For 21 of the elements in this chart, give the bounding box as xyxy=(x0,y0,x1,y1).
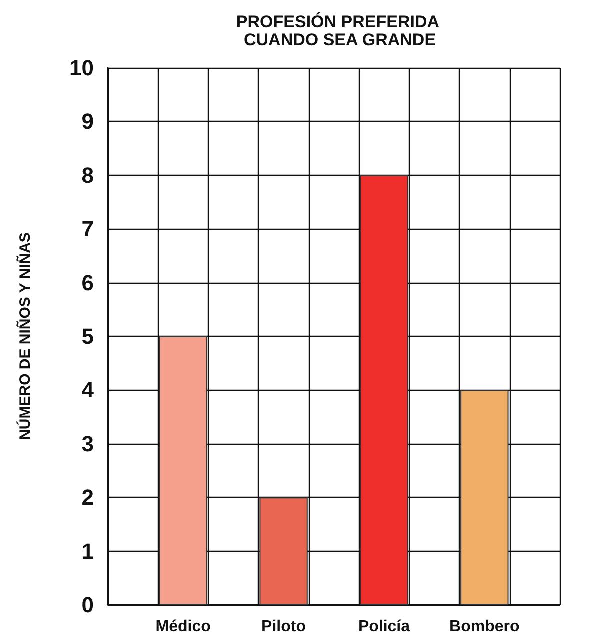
y-tick-label: 8 xyxy=(82,162,94,188)
x-tick-label: Bombero xyxy=(450,618,520,636)
x-tick-label: Piloto xyxy=(262,618,306,636)
y-tick-label: 5 xyxy=(82,324,94,349)
y-tick-label: 3 xyxy=(82,431,94,456)
y-tick-label: 10 xyxy=(70,56,94,80)
y-axis-title: NÚMERO DE NIÑOS Y NIÑAS xyxy=(16,232,34,440)
y-tick-label: 9 xyxy=(82,109,94,134)
bar xyxy=(360,175,408,605)
bar xyxy=(159,336,208,605)
y-tick-label: 7 xyxy=(82,216,94,242)
y-tick-label: 2 xyxy=(82,485,94,510)
chart-title: PROFESIÓN PREFERIDA CUANDO SEA GRANDE xyxy=(236,12,444,50)
y-tick-label: 0 xyxy=(82,592,94,618)
bar xyxy=(460,390,509,605)
y-tick-label: 6 xyxy=(82,270,94,296)
y-tick-label: 1 xyxy=(82,538,94,564)
x-tick-label: Policía xyxy=(358,618,410,636)
x-tick-label: Médico xyxy=(156,618,212,636)
y-tick-label: 4 xyxy=(82,378,95,403)
bar xyxy=(260,498,308,605)
